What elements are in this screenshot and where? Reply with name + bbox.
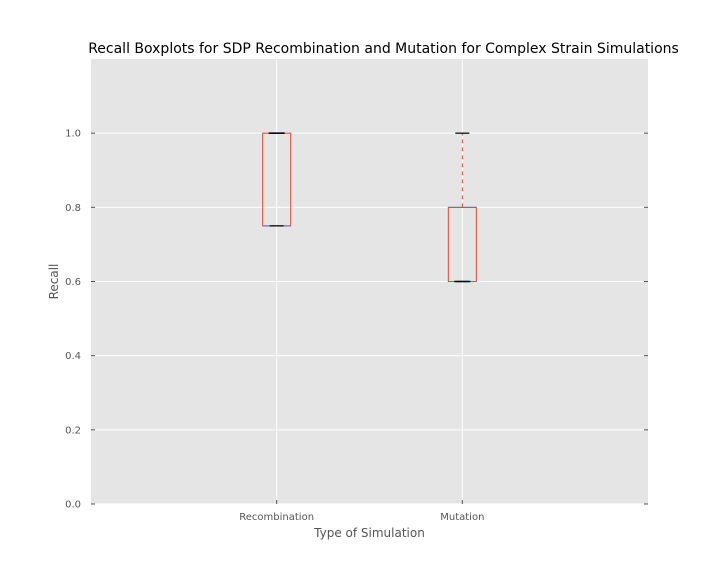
y-tick-label: 0.6 xyxy=(65,277,81,288)
chart-title: Recall Boxplots for SDP Recombination an… xyxy=(88,41,679,57)
y-tick-label: 0.8 xyxy=(65,203,81,214)
x-axis-title: Type of Simulation xyxy=(313,526,425,540)
boxplot-mutation xyxy=(447,132,477,283)
y-tick-label: 0.2 xyxy=(65,425,81,436)
boxplots xyxy=(262,132,477,283)
x-tick-label: Recombination xyxy=(239,512,314,523)
axes: 0.0 0.2 0.4 0.6 0.8 1.0 Recombination Mutation xyxy=(65,129,648,523)
y-tick-label: 0.0 xyxy=(65,500,81,511)
y-axis-title: Recall xyxy=(47,264,61,300)
y-tick-label: 0.4 xyxy=(65,351,81,362)
x-tick-label: Mutation xyxy=(440,512,484,523)
boxplot-recombination xyxy=(262,132,292,227)
y-tick-label: 1.0 xyxy=(65,129,81,140)
